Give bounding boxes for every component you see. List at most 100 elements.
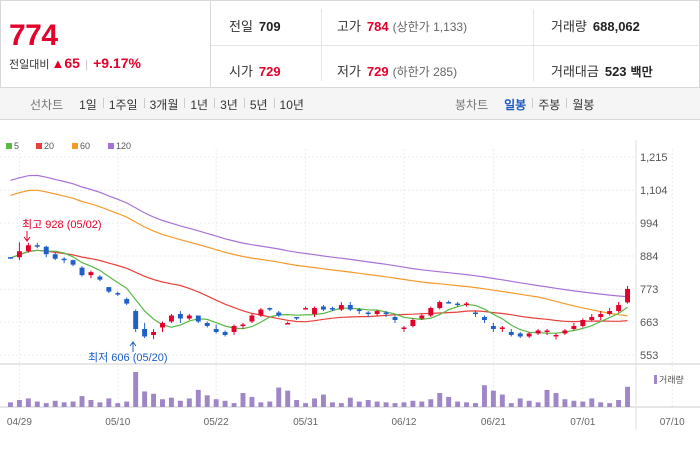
volume-bar [562, 399, 568, 407]
current-price: 774 [9, 19, 58, 52]
date-tick-label: 04/29 [7, 417, 32, 428]
date-tick-label: 05/10 [105, 417, 130, 428]
candle-body [437, 302, 443, 309]
candle-body [490, 325, 496, 329]
tab-3y[interactable]: 3년 [214, 96, 244, 113]
legend-label: 120 [116, 141, 131, 151]
volume-bar [553, 393, 559, 407]
volume-bar [249, 396, 255, 407]
candle-body [312, 308, 317, 315]
candle-body [607, 311, 613, 315]
volume-bar [356, 401, 362, 407]
date-tick-label: 05/31 [293, 417, 318, 428]
low-price: 저가 729 (하한가 285) [337, 61, 457, 80]
price-tick-label: 553 [640, 350, 658, 362]
high-price: 고가 784 (상한가 1,133) [337, 16, 467, 35]
grid-divider [533, 9, 534, 81]
high-arrow-icon [23, 236, 31, 242]
volume-bar [25, 398, 31, 407]
volume-bar [124, 401, 130, 407]
candle-body [446, 302, 452, 304]
volume-bar [499, 394, 505, 407]
volume-bar [580, 401, 586, 407]
volume-bar [437, 393, 443, 407]
volume-bar [240, 393, 246, 407]
candle-body [168, 315, 174, 322]
price-tick-label: 1,215 [640, 152, 668, 164]
high-label: 고가 [337, 19, 361, 34]
volume-bar [598, 402, 604, 407]
candle-body [356, 309, 362, 312]
price-axis: 1,215 1,104 994 884 773 663 553 [640, 152, 668, 362]
volume-bar [52, 400, 58, 407]
candle-body [464, 303, 470, 306]
volume-bar [374, 401, 380, 407]
tab-10y[interactable]: 10년 [273, 96, 310, 113]
candle-body [338, 305, 344, 310]
candle-body [106, 287, 112, 292]
low-arrow-icon [129, 341, 137, 347]
price-change: 전일대비 ▲65 | +9.17% [9, 55, 141, 72]
candle-body [625, 288, 630, 303]
volume-bar [16, 400, 22, 407]
tab-5y[interactable]: 5년 [243, 96, 274, 113]
change-label: 전일대비 [9, 59, 50, 71]
volume-bar [464, 402, 470, 407]
annotations: 최고 928 (05/02) 최저 606 (05/20) [22, 218, 168, 364]
tab-weekly[interactable]: 주봉 [532, 96, 566, 113]
tab-1d[interactable]: 1일 [79, 97, 97, 112]
date-tick-label: 07/01 [570, 417, 595, 428]
volume-bar [177, 400, 183, 407]
volume-bars: 거래량 [8, 372, 684, 407]
volume-bar [79, 396, 85, 407]
candle-body [329, 308, 335, 310]
candle-chart-title: 봉차트 [455, 97, 489, 112]
candle-body [419, 315, 425, 319]
volume-bar [160, 399, 165, 407]
volume-bar [473, 403, 478, 407]
volume-bar [285, 390, 291, 407]
legend-swatch [6, 143, 12, 149]
volume-bar [329, 402, 335, 407]
volume-bar [8, 402, 13, 407]
upper-limit: (상한가 1,133) [392, 20, 468, 34]
date-tick-label: 07/10 [660, 417, 685, 428]
candle-body [52, 254, 58, 259]
volume-bar [347, 397, 353, 407]
volume-bar [34, 401, 40, 407]
candle-body [321, 306, 326, 310]
candle-body [124, 299, 130, 304]
tab-monthly[interactable]: 월봉 [566, 96, 600, 113]
ma60-line [10, 189, 628, 317]
candle-body [142, 328, 148, 337]
tab-1w[interactable]: 1주일 [102, 96, 144, 113]
tab-daily[interactable]: 일봉 [504, 97, 527, 112]
high-annotation: 최고 928 (05/02) [22, 218, 102, 231]
candle-body [571, 325, 577, 329]
volume-bar [133, 372, 139, 407]
tab-1y[interactable]: 1년 [184, 96, 214, 113]
price-tick-label: 994 [640, 218, 658, 230]
volume-bar [616, 400, 622, 407]
candle-body [240, 324, 246, 326]
volume-bar [186, 398, 192, 407]
volume-bar [294, 400, 300, 407]
candle-body [151, 331, 157, 335]
legend-label: 60 [80, 141, 90, 151]
price-tick-label: 663 [640, 317, 658, 329]
high-value: 784 [366, 19, 389, 34]
date-tick-label: 06/21 [481, 417, 506, 428]
price-tick-label: 884 [640, 251, 658, 263]
volume-bar [213, 399, 219, 407]
chart-period-tabs: 선차트 1일 1주일 3개월 1년 3년 5년 10년 봉차트 일봉 주봉 월봉 [0, 88, 700, 120]
candle-body [580, 320, 586, 326]
change-divider: | [84, 57, 89, 71]
volume-label: 거래량 [551, 19, 587, 34]
tab-3m[interactable]: 3개월 [143, 96, 185, 113]
low-annotation: 최저 606 (05/20) [88, 351, 168, 364]
candle-body [186, 315, 192, 319]
volume-bar [571, 400, 577, 407]
volume-bar [526, 400, 532, 407]
ma120-line [10, 174, 628, 298]
candle-body [365, 312, 371, 315]
